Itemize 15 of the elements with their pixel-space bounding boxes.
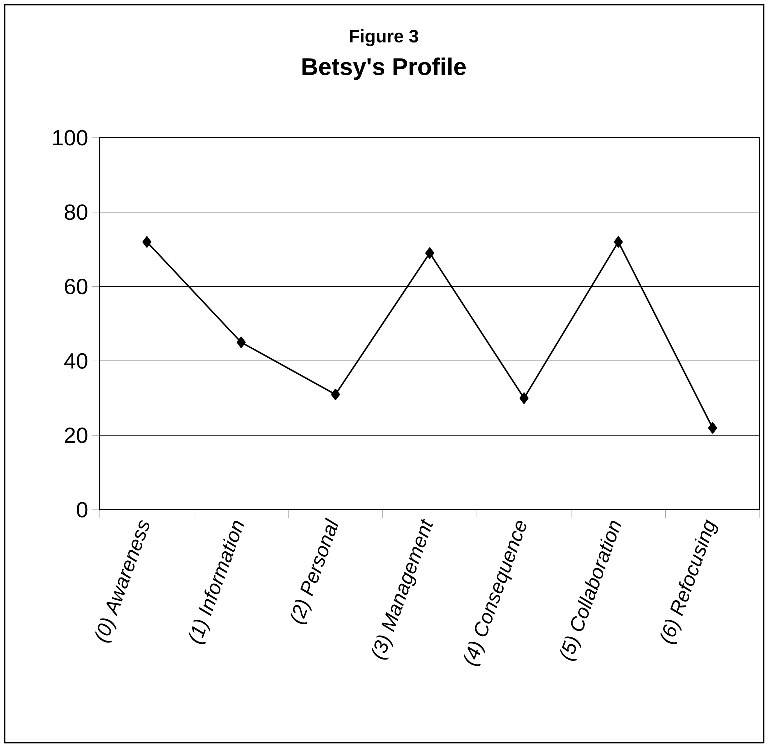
point: [142, 236, 152, 248]
point: [520, 392, 529, 404]
point: [708, 422, 718, 434]
y-tick-label: 80: [64, 204, 88, 220]
y-tick-label: 40: [64, 353, 88, 369]
point: [614, 236, 624, 248]
point: [426, 248, 435, 260]
y-tick-label: 20: [65, 428, 88, 444]
y-tick-label: 60: [65, 279, 88, 295]
chart-subtitle: Betsy's Profile: [302, 58, 466, 80]
point: [331, 388, 340, 400]
y-tick-label: 100: [53, 130, 88, 146]
point: [236, 336, 246, 348]
chart-title: Figure 3: [350, 30, 418, 46]
y-tick-label: 0: [77, 502, 88, 518]
